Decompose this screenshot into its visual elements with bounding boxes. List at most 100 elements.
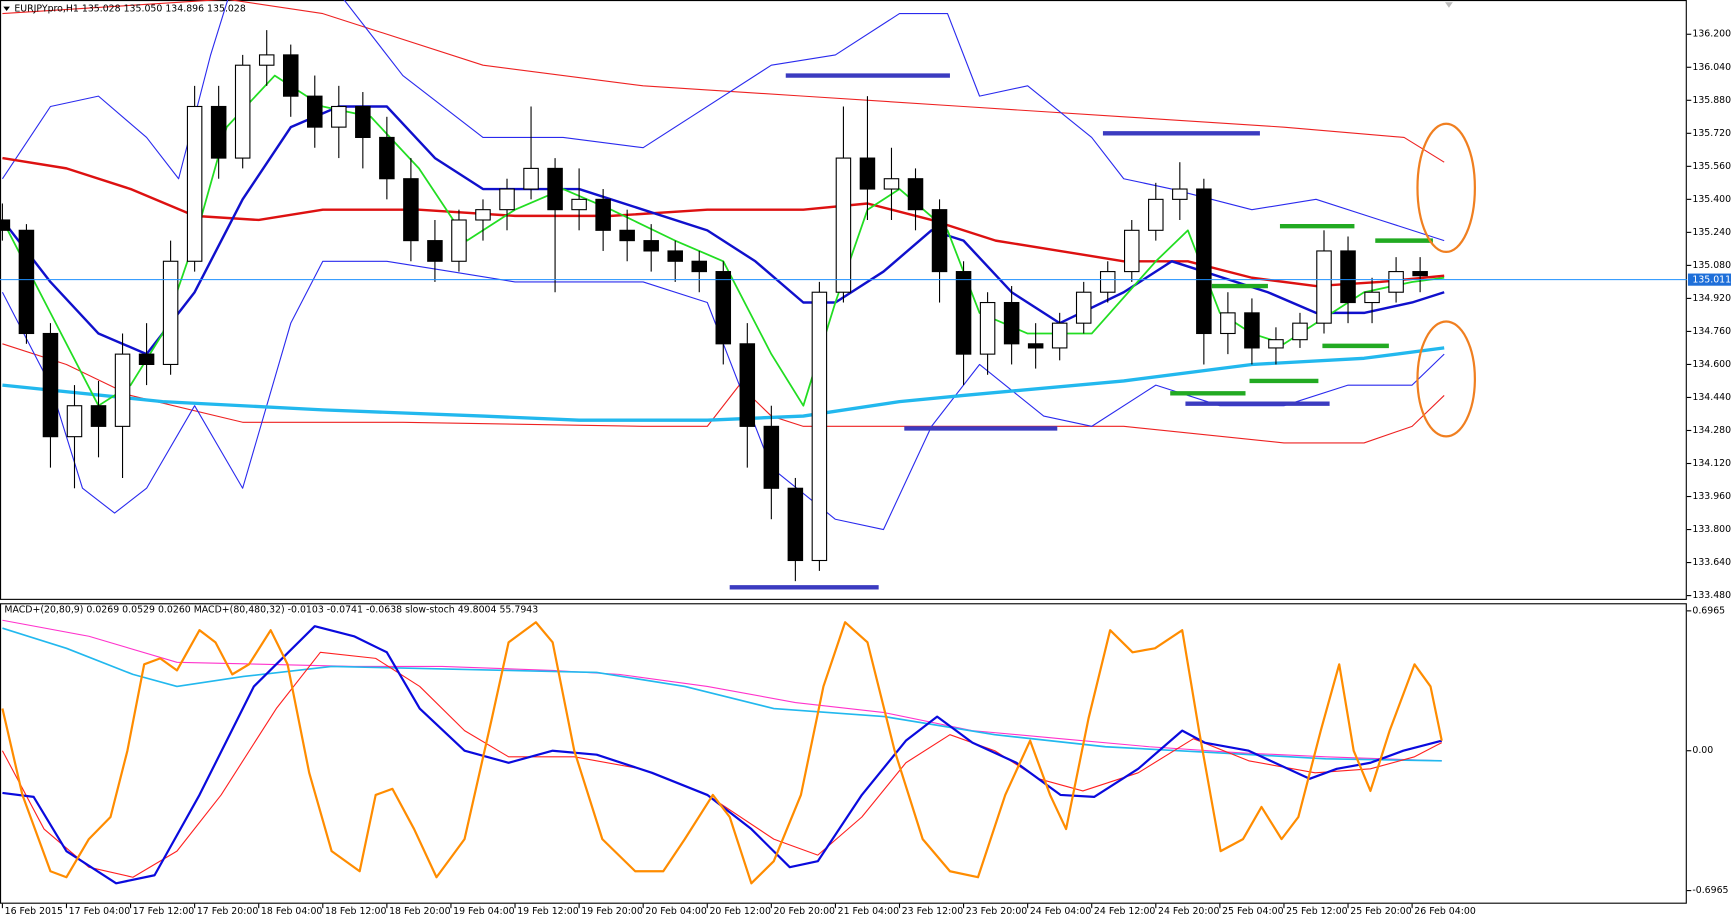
main-panel: 136.200 136.040 135.880 135.720 135.560 135.4…	[0, 0, 1731, 601]
candle-body	[1075, 291, 1092, 324]
chart-title: EURJPYpro,H1 135.028 135.050 134.896 135…	[14, 3, 246, 14]
candle-body	[763, 425, 780, 489]
indicator-line	[2, 346, 1445, 422]
scroll-marker	[1445, 2, 1453, 8]
candle-body	[787, 487, 804, 562]
candle-body	[1220, 312, 1236, 335]
y-tick-label: 133.800	[1692, 524, 1731, 535]
last-price-box	[1687, 273, 1731, 286]
candle-body	[619, 229, 635, 242]
candle-body	[1292, 322, 1308, 341]
highlight-ellipse	[1416, 320, 1476, 438]
candle-body	[66, 405, 83, 438]
candle-body	[0, 219, 11, 231]
candle-body	[691, 260, 708, 273]
candle-body	[1148, 198, 1164, 231]
x-tick-label: 18 Feb 04:00	[261, 906, 323, 917]
y-tick-label: 134.600	[1692, 359, 1731, 370]
indicator-line	[2, 156, 1445, 288]
indicator-line	[2, 627, 1442, 762]
y-tick-label: 135.080	[1692, 260, 1731, 271]
candle-body	[1364, 291, 1380, 304]
last-price-label: 135.011	[1692, 275, 1731, 286]
candle-body	[18, 229, 35, 335]
candle-body	[355, 105, 371, 138]
x-tick-label: 17 Feb 12:00	[133, 906, 195, 917]
indicator-line	[2, 0, 1445, 163]
x-tick-label: 20 Feb 04:00	[645, 906, 707, 917]
candle-body	[955, 271, 972, 355]
y-tick-label: 135.400	[1692, 194, 1731, 205]
annotations	[1416, 122, 1476, 438]
candle-body	[1172, 188, 1188, 200]
highlight-ellipse	[1416, 122, 1476, 254]
candle-body	[282, 54, 299, 97]
candle-body	[258, 54, 275, 66]
indicator-line	[2, 625, 1443, 885]
labels: EURJPYpro,H1 135.028 135.050 134.896 135…	[3, 2, 1453, 615]
candle-body	[403, 178, 419, 242]
candle-body	[234, 64, 251, 159]
candle-body	[523, 167, 539, 190]
candle-body	[1196, 188, 1212, 335]
candle-body	[307, 95, 323, 128]
y-tick-label: 134.120	[1692, 458, 1731, 469]
candle-body	[1316, 250, 1332, 324]
y-tick-label: 134.760	[1692, 326, 1731, 337]
candle-body	[907, 178, 924, 211]
x-tick-label: 24 Feb 20:00	[1158, 906, 1220, 917]
x-tick-label: 16 Feb 2015	[5, 906, 63, 917]
main-panel-frame	[0, 0, 1687, 600]
candle-body	[1340, 250, 1356, 304]
y-tick-label: 134.440	[1692, 392, 1731, 403]
x-tick-label: 23 Feb 12:00	[902, 906, 964, 917]
x-tick-label: 19 Feb 12:00	[517, 906, 579, 917]
x-tick-label: 18 Feb 20:00	[389, 906, 451, 917]
candle-body	[595, 198, 611, 231]
x-tick-label: 21 Feb 04:00	[838, 906, 900, 917]
indicator-title: MACD+(20,80,9) 0.0269 0.0529 0.0260 MACD…	[4, 604, 538, 615]
candle-body	[114, 353, 131, 427]
x-tick-label: 25 Feb 04:00	[1222, 906, 1284, 917]
macd-panel-frame	[0, 603, 1687, 904]
candle-body	[331, 105, 347, 128]
candle-body	[811, 291, 828, 562]
x-tick-label: 23 Feb 20:00	[966, 906, 1028, 917]
x-tick-label: 19 Feb 20:00	[581, 906, 643, 917]
y-tick-label: 133.960	[1692, 491, 1731, 502]
y-tick-label: 134.280	[1692, 425, 1731, 436]
y-tick-label: 135.880	[1692, 95, 1731, 106]
x-tick-label: 24 Feb 04:00	[1030, 906, 1092, 917]
candle-body	[715, 271, 732, 345]
candle-body	[1268, 339, 1284, 349]
candle-body	[1388, 271, 1404, 293]
x-tick-label: 24 Feb 12:00	[1094, 906, 1156, 917]
indicator-line	[2, 619, 1442, 762]
x-tick-label: 19 Feb 04:00	[453, 906, 515, 917]
candle-body	[643, 240, 659, 252]
x-tick-label: 17 Feb 20:00	[197, 906, 259, 917]
candle-body	[1244, 312, 1260, 349]
x-tick-label: 25 Feb 12:00	[1286, 906, 1348, 917]
y-tick-label: 134.920	[1692, 293, 1731, 304]
candle-body	[547, 167, 563, 211]
candle-body	[739, 343, 756, 427]
candle-body	[475, 209, 491, 221]
x-tick-label: 18 Feb 12:00	[325, 906, 387, 917]
candle-body	[1412, 271, 1428, 277]
y-tick-label: 136.040	[1692, 62, 1731, 73]
y-tick-label: 133.640	[1692, 557, 1731, 568]
candle-body	[859, 157, 876, 190]
y-tick-label: 135.240	[1692, 227, 1731, 238]
y-tick-label: 133.480	[1692, 590, 1731, 601]
candle-body	[42, 332, 59, 438]
candle-body	[451, 219, 467, 262]
y-tick-label: 136.200	[1692, 29, 1731, 40]
candle-body	[210, 105, 227, 159]
macd-panel: 0.6965 0.00 -0.6965 16 Feb 2015 17 Feb 04:00…	[1, 605, 1729, 917]
candle-body	[1124, 229, 1140, 273]
indicator-line	[1, 621, 1443, 885]
candle-body	[835, 157, 852, 293]
